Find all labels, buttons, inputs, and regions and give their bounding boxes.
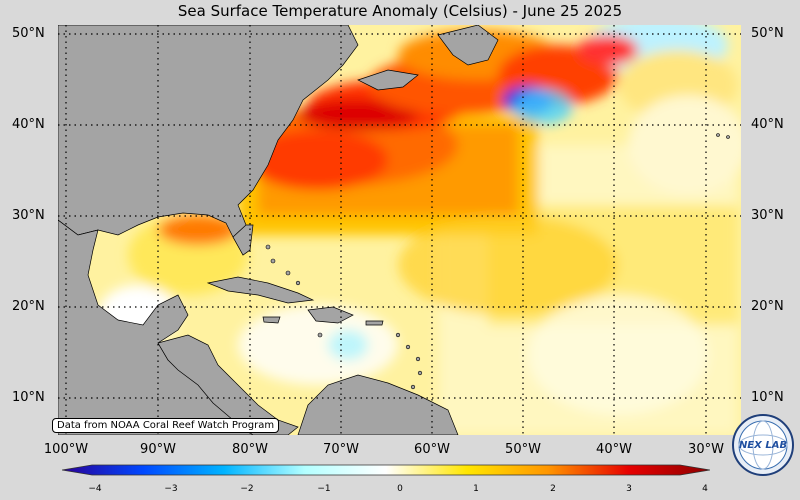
lat-label-30n-left: 30°N — [12, 208, 45, 223]
jamaica-land — [262, 316, 281, 324]
lat-label-40n-right: 40°N — [751, 117, 784, 132]
florida-land — [232, 224, 254, 256]
colorbar-tick: −4 — [88, 484, 102, 494]
colorbar-tick: 3 — [626, 484, 632, 494]
colorbar-gradient — [61, 464, 711, 476]
lat-label-10n-left: 10°N — [12, 390, 45, 405]
colorbar-tick: 0 — [397, 484, 403, 494]
lon-label-60w: 60°W — [414, 442, 450, 457]
map-title: Sea Surface Temperature Anomaly (Celsius… — [177, 2, 623, 20]
cuba-land — [206, 276, 315, 304]
logo-text: NEX LAB — [739, 440, 787, 451]
map-svg — [58, 25, 741, 435]
data-attribution: Data from NOAA Coral Reef Watch Program — [52, 418, 280, 433]
globe-logo-icon: NEX LAB — [732, 414, 794, 476]
lat-label-50n-left: 50°N — [12, 26, 45, 41]
colorbar-tick: −1 — [317, 484, 331, 494]
puerto-rico-land — [365, 320, 384, 326]
lon-label-50w: 50°W — [505, 442, 541, 457]
lat-label-50n-right: 50°N — [751, 26, 784, 41]
colorbar-svg — [61, 464, 711, 476]
central-america-land — [157, 334, 299, 435]
lat-label-20n-left: 20°N — [12, 299, 45, 314]
lon-label-30w: 30°W — [688, 442, 724, 457]
nova-scotia-land — [357, 69, 419, 91]
lon-label-80w: 80°W — [232, 442, 268, 457]
anomaly-field — [73, 25, 741, 435]
colorbar-tick: 4 — [702, 484, 708, 494]
land-masses — [58, 25, 499, 435]
sst-anomaly-map — [58, 25, 741, 435]
lon-label-90w: 90°W — [140, 442, 176, 457]
lat-label-40n-left: 40°N — [12, 117, 45, 132]
graticule — [58, 25, 741, 435]
lon-label-100w: 100°W — [43, 442, 89, 457]
nex-lab-logo: NEX LAB — [732, 414, 794, 476]
colorbar-tick: 2 — [550, 484, 556, 494]
colorbar-tick: −2 — [240, 484, 254, 494]
south-america-land — [297, 374, 459, 435]
newfoundland-land — [437, 25, 499, 66]
lon-label-40w: 40°W — [596, 442, 632, 457]
colorbar — [61, 462, 711, 476]
lon-label-70w: 70°W — [323, 442, 359, 457]
colorbar-tick: 1 — [473, 484, 479, 494]
lat-label-20n-right: 20°N — [751, 299, 784, 314]
lat-label-30n-right: 30°N — [751, 208, 784, 223]
lat-label-10n-right: 10°N — [751, 390, 784, 405]
colorbar-tick: −3 — [164, 484, 178, 494]
caribbean-islands — [265, 133, 730, 390]
